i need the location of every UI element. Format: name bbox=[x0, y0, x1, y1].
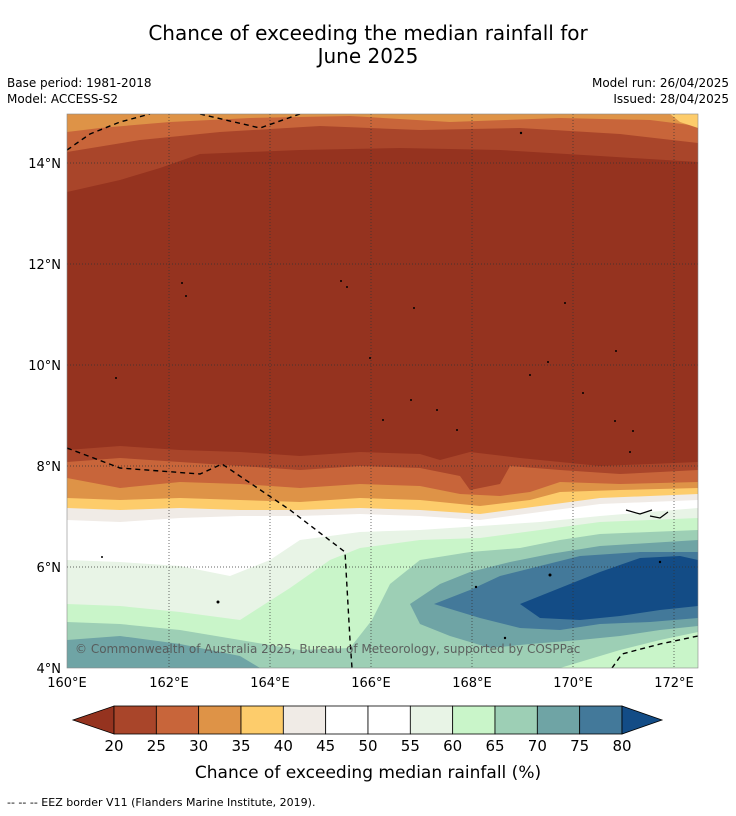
colorbar-cell bbox=[155, 705, 200, 735]
colorbar-cell bbox=[579, 705, 623, 735]
base-period: Base period: 1981-2018 bbox=[7, 76, 152, 90]
colorbar-cell bbox=[494, 705, 538, 735]
colorbar-label: 45 bbox=[316, 737, 335, 755]
colorbar-label: 25 bbox=[147, 737, 166, 755]
lat-label: 14°N bbox=[28, 157, 61, 172]
colorbar-label: 65 bbox=[485, 737, 504, 755]
colorbar-label: 80 bbox=[612, 737, 631, 755]
lon-label: 170°E bbox=[553, 676, 593, 691]
colorbar-cell bbox=[536, 705, 581, 735]
rainfall-map: © Commonwealth of Australia 2025, Bureau… bbox=[67, 114, 698, 668]
lon-label: 162°E bbox=[149, 676, 189, 691]
colorbar-cells bbox=[113, 705, 623, 735]
colorbar-cell bbox=[409, 705, 454, 735]
lon-label: 168°E bbox=[452, 676, 492, 691]
run-info-left: Base period: 1981-2018 Model: ACCESS-S2 bbox=[7, 75, 152, 107]
band-north-35-40 bbox=[670, 114, 698, 128]
band-north-25-30 bbox=[67, 114, 698, 152]
lat-label: 10°N bbox=[28, 359, 61, 374]
colorbar-label: 30 bbox=[189, 737, 208, 755]
colorbar-cell bbox=[113, 705, 157, 735]
map-frame bbox=[66, 113, 699, 669]
colorbar-label: 60 bbox=[443, 737, 462, 755]
band-above-80 bbox=[520, 556, 698, 620]
graticule bbox=[67, 114, 698, 668]
colorbar-label: 70 bbox=[528, 737, 547, 755]
islands bbox=[101, 131, 662, 640]
colorbar-label: 40 bbox=[274, 737, 293, 755]
eez-borders bbox=[67, 114, 698, 668]
map-title: Chance of exceeding the median rainfall … bbox=[0, 22, 736, 68]
colorbar-cell bbox=[240, 705, 284, 735]
colorbar-title: Chance of exceeding median rainfall (%) bbox=[195, 763, 541, 783]
longitude-labels: 160°E 162°E 164°E 166°E 168°E 170°E 172°… bbox=[47, 676, 694, 691]
model-name: Model: ACCESS-S2 bbox=[7, 92, 119, 106]
run-info-right: Model run: 26/04/2025 Issued: 28/04/2025 bbox=[592, 75, 729, 107]
colorbar-cell bbox=[198, 705, 242, 735]
model-run: Model run: 26/04/2025 bbox=[591, 76, 729, 90]
island-outline bbox=[625, 509, 669, 519]
lon-label: 172°E bbox=[654, 676, 694, 691]
lat-label: 12°N bbox=[28, 258, 61, 273]
lat-label: 8°N bbox=[37, 460, 62, 475]
eez-footnote: -- -- -- EEZ border V11 (Flanders Marine… bbox=[7, 796, 316, 809]
colorbar-label: 55 bbox=[401, 737, 420, 755]
lon-label: 166°E bbox=[351, 676, 391, 691]
colorbar-label: 75 bbox=[570, 737, 589, 755]
issued-date: Issued: 28/04/2025 bbox=[613, 92, 729, 106]
colorbar-label: 20 bbox=[104, 737, 123, 755]
lat-label: 4°N bbox=[37, 662, 62, 677]
colorbar-labels: 20 25 30 35 40 45 50 55 60 65 70 75 80 bbox=[104, 737, 631, 755]
colorbar-under-arrow bbox=[71, 705, 115, 735]
lon-label: 164°E bbox=[250, 676, 290, 691]
colorbar-cell bbox=[325, 705, 369, 735]
band-70-75-west bbox=[67, 636, 260, 668]
band-north-20-25 bbox=[67, 114, 698, 192]
lat-label: 6°N bbox=[37, 561, 62, 576]
title-line-2: June 2025 bbox=[317, 44, 419, 68]
colorbar-cell bbox=[282, 705, 327, 735]
latitude-labels: 14°N 12°N 10°N 8°N 6°N 4°N bbox=[28, 157, 61, 677]
colorbar-over-arrow bbox=[621, 705, 664, 735]
lon-label: 160°E bbox=[47, 676, 87, 691]
copyright-text: © Commonwealth of Australia 2025, Bureau… bbox=[75, 642, 580, 656]
band-north-30-35 bbox=[67, 114, 698, 132]
title-line-1: Chance of exceeding the median rainfall … bbox=[148, 21, 588, 45]
colorbar: 20 25 30 35 40 45 50 55 60 65 70 75 80 Chance of exc… bbox=[71, 705, 664, 783]
colorbar-label: 50 bbox=[358, 737, 377, 755]
colorbar-cell bbox=[452, 705, 496, 735]
colorbar-label: 35 bbox=[231, 737, 250, 755]
colorbar-cell bbox=[367, 705, 411, 735]
